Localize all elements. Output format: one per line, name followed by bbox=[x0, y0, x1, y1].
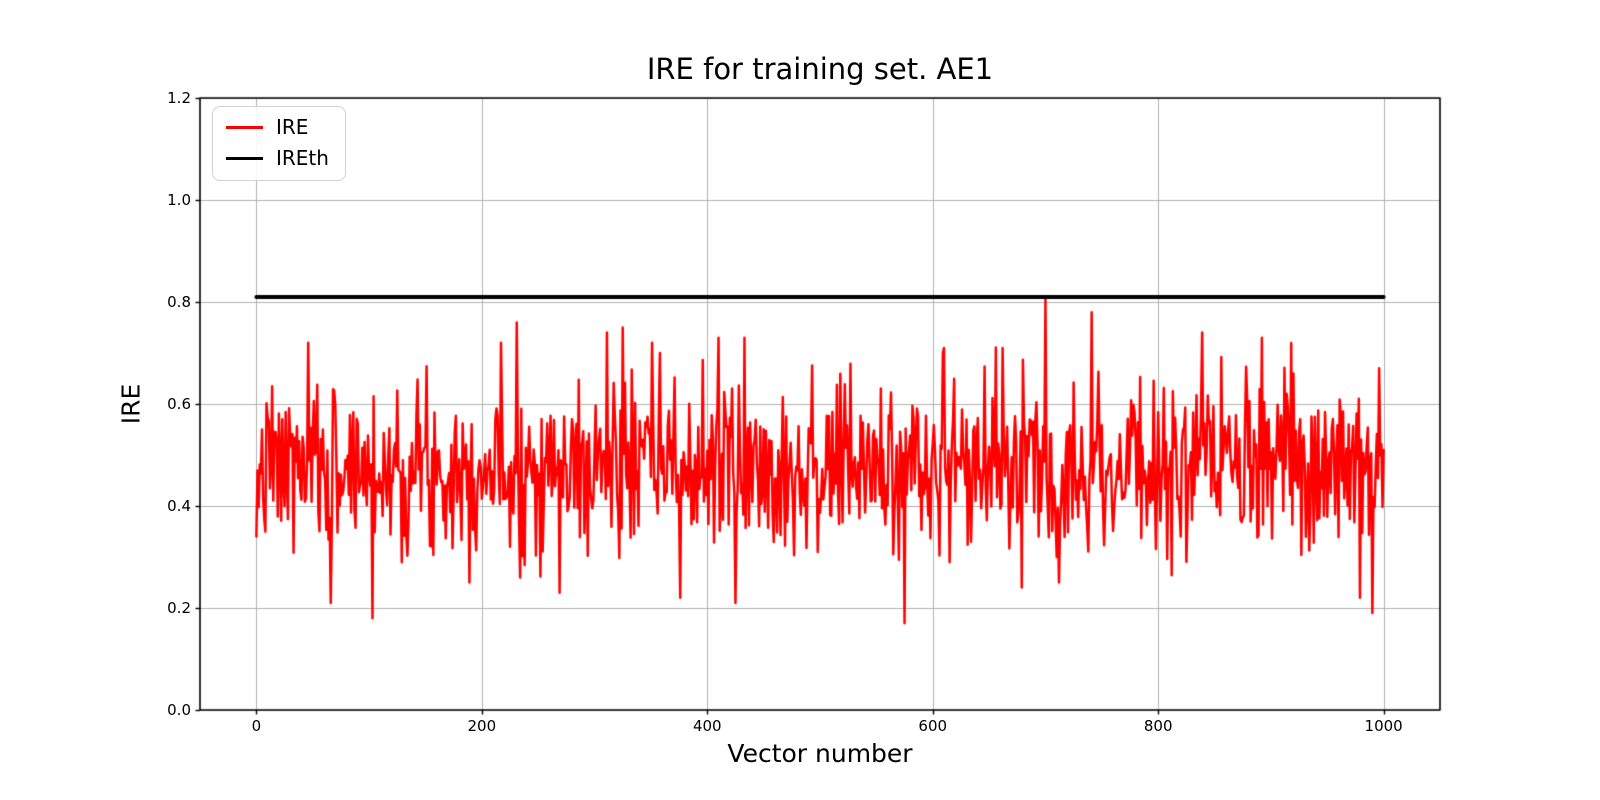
legend-label-ire: IRE bbox=[276, 115, 309, 139]
x-tick-label: 200 bbox=[467, 717, 497, 735]
y-tick-label: 0.0 bbox=[167, 701, 191, 719]
legend-label-ireth: IREth bbox=[276, 146, 329, 170]
chart-title: IRE for training set. AE1 bbox=[646, 52, 994, 86]
y-tick-label: 0.6 bbox=[167, 395, 191, 413]
legend-item-ire: IRE bbox=[226, 116, 329, 139]
y-tick-label: 1.2 bbox=[167, 89, 191, 107]
y-tick-label: 0.8 bbox=[167, 293, 191, 311]
x-tick-label: 400 bbox=[692, 717, 722, 735]
ire-line-swatch bbox=[226, 126, 263, 129]
y-tick-label: 1.0 bbox=[167, 191, 191, 209]
x-tick-label: 800 bbox=[1143, 717, 1173, 735]
y-axis-label: IRE bbox=[116, 383, 146, 425]
ireth-line-swatch bbox=[226, 157, 263, 160]
x-tick-label: 600 bbox=[918, 717, 948, 735]
y-tick-label: 0.2 bbox=[167, 599, 191, 617]
y-tick-label: 0.4 bbox=[167, 497, 191, 515]
x-axis-label: Vector number bbox=[727, 739, 913, 768]
x-tick-label: 1000 bbox=[1364, 717, 1403, 735]
legend-item-ireth: IREth bbox=[226, 147, 329, 170]
x-tick-label: 0 bbox=[251, 717, 262, 735]
legend: IRE IREth bbox=[212, 106, 346, 181]
